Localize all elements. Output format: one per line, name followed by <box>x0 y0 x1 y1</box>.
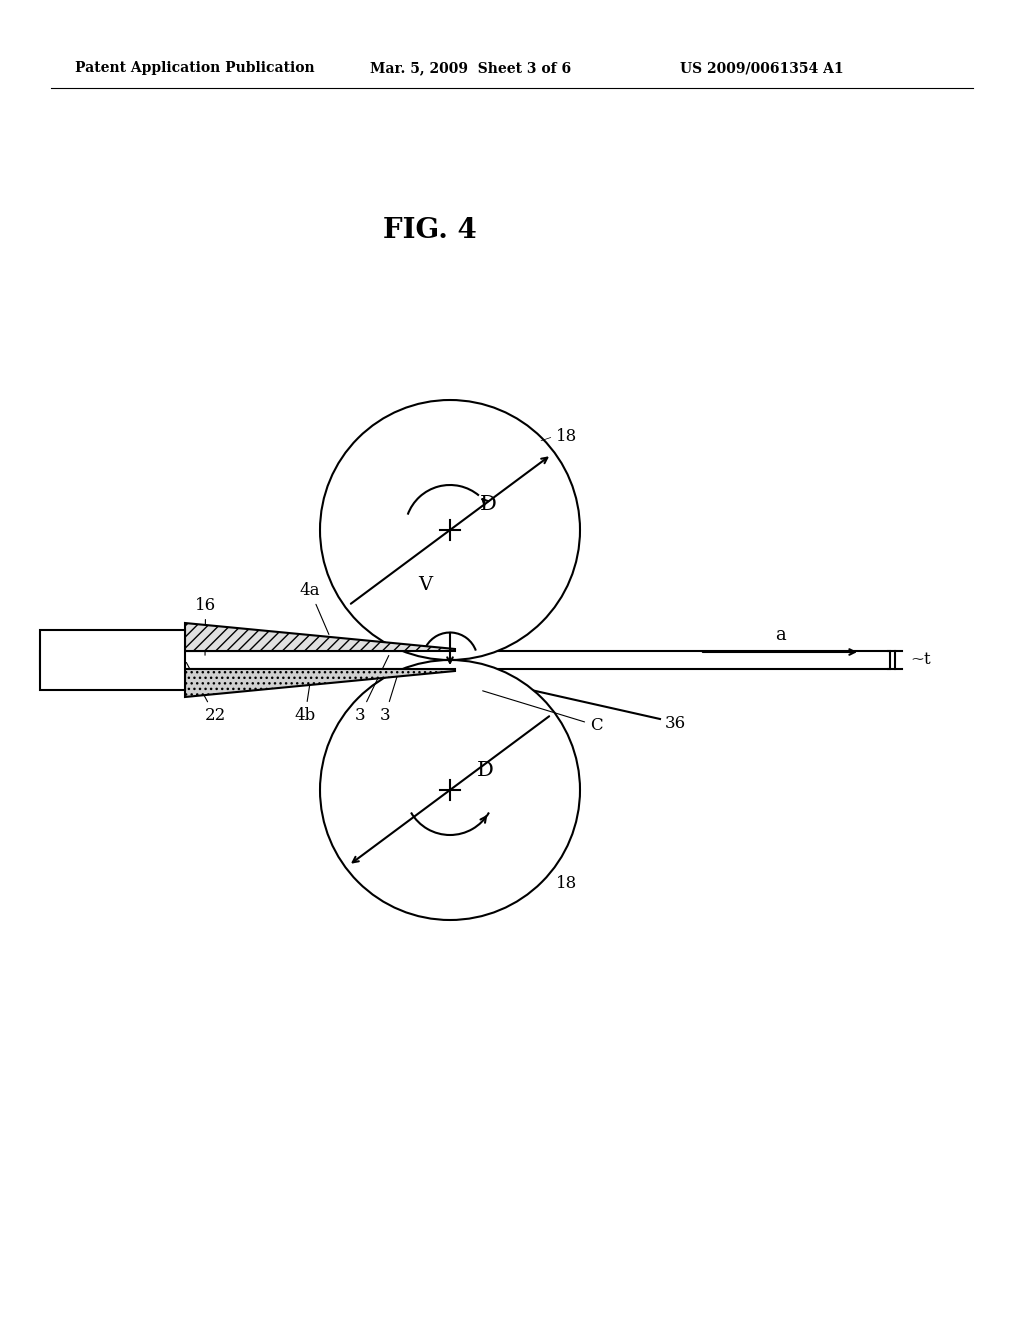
Text: FIG. 4: FIG. 4 <box>383 216 477 243</box>
Text: 16: 16 <box>195 597 216 655</box>
Text: C: C <box>482 690 603 734</box>
Circle shape <box>319 400 580 660</box>
Polygon shape <box>185 623 455 651</box>
Text: 18: 18 <box>556 428 578 445</box>
Text: a: a <box>774 626 785 644</box>
Text: 4a: 4a <box>300 582 329 635</box>
Bar <box>40 651 890 669</box>
Text: D: D <box>479 495 497 515</box>
Bar <box>40 630 185 690</box>
Text: Mar. 5, 2009  Sheet 3 of 6: Mar. 5, 2009 Sheet 3 of 6 <box>370 61 571 75</box>
Text: US 2009/0061354 A1: US 2009/0061354 A1 <box>680 61 844 75</box>
Text: 4b: 4b <box>294 686 315 723</box>
Text: 22: 22 <box>186 663 225 723</box>
Text: Patent Application Publication: Patent Application Publication <box>75 61 314 75</box>
Text: 3: 3 <box>354 656 389 723</box>
Text: V: V <box>418 576 432 594</box>
Text: 3: 3 <box>380 669 399 723</box>
Polygon shape <box>185 669 455 697</box>
Circle shape <box>319 660 580 920</box>
Text: 18: 18 <box>556 875 578 892</box>
Text: ~t: ~t <box>910 652 931 668</box>
Text: 36: 36 <box>665 715 686 733</box>
Text: D: D <box>476 760 494 780</box>
